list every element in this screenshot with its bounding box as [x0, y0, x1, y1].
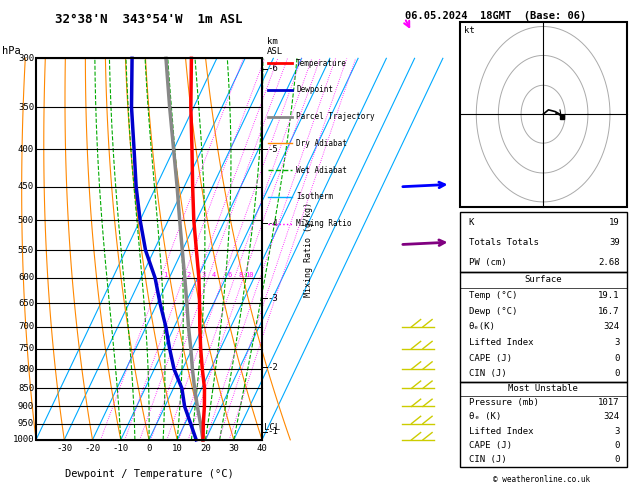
Text: CIN (J): CIN (J)	[469, 369, 506, 378]
Text: 19.1: 19.1	[598, 291, 620, 300]
Text: 19: 19	[609, 218, 620, 227]
Text: 1017: 1017	[598, 398, 620, 407]
Text: -20: -20	[84, 444, 101, 453]
Text: 324: 324	[604, 322, 620, 331]
Text: 0: 0	[615, 455, 620, 464]
Text: 32°38'N  343°54'W  1m ASL: 32°38'N 343°54'W 1m ASL	[55, 13, 243, 26]
Text: Surface: Surface	[525, 276, 562, 284]
Text: -3: -3	[267, 294, 279, 303]
Text: Temp (°C): Temp (°C)	[469, 291, 517, 300]
Text: 850: 850	[18, 384, 34, 393]
Text: 2: 2	[187, 272, 191, 278]
Text: 06.05.2024  18GMT  (Base: 06): 06.05.2024 18GMT (Base: 06)	[404, 11, 586, 21]
Text: 0: 0	[615, 354, 620, 363]
Text: Dewpoint: Dewpoint	[296, 86, 333, 94]
Text: 0: 0	[615, 369, 620, 378]
Text: K: K	[469, 218, 474, 227]
Text: 300: 300	[18, 54, 34, 63]
Text: 8: 8	[238, 272, 243, 278]
Text: Most Unstable: Most Unstable	[508, 384, 578, 393]
Text: CIN (J): CIN (J)	[469, 455, 506, 464]
Text: kt: kt	[464, 26, 475, 35]
Text: Lifted Index: Lifted Index	[469, 427, 533, 435]
Text: 750: 750	[18, 344, 34, 353]
Text: -1: -1	[267, 427, 279, 436]
Text: 0: 0	[615, 441, 620, 450]
Text: 350: 350	[18, 103, 34, 112]
Text: CAPE (J): CAPE (J)	[469, 354, 512, 363]
Text: 500: 500	[18, 216, 34, 225]
Text: LCL: LCL	[264, 423, 280, 433]
Text: 0: 0	[147, 444, 152, 453]
Text: θₑ (K): θₑ (K)	[469, 413, 501, 421]
Text: Mixing Ratio (g/kg): Mixing Ratio (g/kg)	[304, 202, 313, 296]
Text: 10: 10	[245, 272, 254, 278]
Text: Dry Adiabat: Dry Adiabat	[296, 139, 347, 148]
Text: 2.68: 2.68	[598, 258, 620, 267]
Text: Totals Totals: Totals Totals	[469, 238, 538, 247]
Text: 400: 400	[18, 145, 34, 154]
Text: hPa: hPa	[2, 46, 21, 56]
Text: PW (cm): PW (cm)	[469, 258, 506, 267]
Text: 1000: 1000	[13, 435, 34, 444]
Text: -2: -2	[267, 363, 279, 372]
Text: 40: 40	[257, 444, 267, 453]
Text: 324: 324	[604, 413, 620, 421]
Text: Wet Adiabat: Wet Adiabat	[296, 166, 347, 174]
Text: -5: -5	[267, 145, 279, 154]
Text: 450: 450	[18, 182, 34, 191]
Text: km
ASL: km ASL	[267, 37, 283, 56]
Text: 800: 800	[18, 364, 34, 374]
Text: 950: 950	[18, 419, 34, 428]
Text: 10: 10	[172, 444, 182, 453]
Text: 30: 30	[228, 444, 239, 453]
Text: 39: 39	[609, 238, 620, 247]
Text: -30: -30	[56, 444, 72, 453]
Text: -6: -6	[267, 64, 279, 73]
Text: 900: 900	[18, 402, 34, 411]
Text: θₑ(K): θₑ(K)	[469, 322, 496, 331]
Text: 550: 550	[18, 246, 34, 255]
Text: 600: 600	[18, 274, 34, 282]
Text: CAPE (J): CAPE (J)	[469, 441, 512, 450]
Text: -4: -4	[267, 219, 279, 228]
Text: 3: 3	[201, 272, 206, 278]
Text: Dewp (°C): Dewp (°C)	[469, 307, 517, 316]
Text: Temperature: Temperature	[296, 59, 347, 68]
Text: Pressure (mb): Pressure (mb)	[469, 398, 538, 407]
Text: 650: 650	[18, 299, 34, 308]
Text: 3: 3	[615, 427, 620, 435]
Text: Isotherm: Isotherm	[296, 192, 333, 201]
Text: 20: 20	[200, 444, 211, 453]
Text: Mixing Ratio: Mixing Ratio	[296, 219, 352, 228]
Text: -10: -10	[113, 444, 129, 453]
Text: 1: 1	[164, 272, 168, 278]
Text: 700: 700	[18, 322, 34, 331]
Text: 6: 6	[227, 272, 231, 278]
Text: 4: 4	[212, 272, 216, 278]
Text: Dewpoint / Temperature (°C): Dewpoint / Temperature (°C)	[65, 469, 233, 479]
Text: Lifted Index: Lifted Index	[469, 338, 533, 347]
Text: © weatheronline.co.uk: © weatheronline.co.uk	[493, 474, 591, 484]
Text: Parcel Trajectory: Parcel Trajectory	[296, 112, 375, 121]
Text: 16.7: 16.7	[598, 307, 620, 316]
Text: 3: 3	[615, 338, 620, 347]
